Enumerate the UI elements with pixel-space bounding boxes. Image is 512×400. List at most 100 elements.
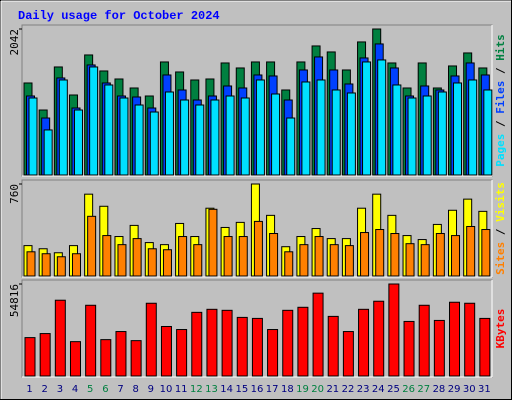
- legend: Sites / Visits: [494, 182, 507, 275]
- bar: [312, 292, 324, 377]
- x-tick-label: 30: [463, 384, 476, 395]
- x-tick-label: 12: [190, 384, 203, 395]
- bar: [41, 253, 51, 277]
- bar: [316, 79, 326, 176]
- bar: [449, 301, 461, 377]
- x-tick-label: 10: [160, 384, 173, 395]
- bar: [344, 245, 354, 277]
- bar: [162, 249, 172, 277]
- x-tick-label: 23: [357, 384, 370, 395]
- bar: [117, 244, 127, 277]
- x-tick-label: 6: [102, 384, 108, 395]
- bar: [468, 79, 478, 176]
- bar: [221, 309, 233, 377]
- bar: [481, 229, 491, 277]
- legend-entry: Visits: [494, 182, 507, 222]
- bar: [236, 316, 248, 377]
- bar: [251, 317, 263, 377]
- bar: [390, 233, 400, 277]
- bar: [483, 89, 493, 176]
- x-tick-label: 21: [326, 384, 339, 395]
- x-tick-label: 26: [402, 384, 415, 395]
- bar: [195, 104, 205, 176]
- bar: [178, 236, 188, 277]
- legend: Pages / Files / Hits: [494, 34, 507, 167]
- bar: [451, 235, 461, 277]
- bar: [282, 309, 294, 377]
- bar: [145, 302, 157, 377]
- bar: [360, 232, 370, 277]
- x-tick-label: 18: [281, 384, 294, 395]
- x-tick-label: 22: [342, 384, 355, 395]
- bar: [271, 93, 281, 176]
- bar: [329, 244, 339, 277]
- x-tick-label: 5: [87, 384, 93, 395]
- x-tick-label: 25: [387, 384, 400, 395]
- legend-entry: Pages: [494, 134, 507, 167]
- legend-separator: /: [494, 222, 507, 242]
- bar: [238, 236, 248, 277]
- x-tick-label: 8: [133, 384, 139, 395]
- y-max-label: 2042: [8, 29, 21, 56]
- bar: [299, 244, 309, 277]
- x-tick-label: 28: [433, 384, 446, 395]
- chart-title: Daily usage for October 2024: [18, 9, 220, 23]
- bar: [331, 89, 341, 176]
- x-tick-label: 2: [42, 384, 48, 395]
- bar: [407, 97, 417, 176]
- bar: [28, 97, 38, 176]
- bar: [373, 300, 385, 377]
- bar: [58, 79, 68, 176]
- bar: [479, 317, 491, 377]
- bar: [26, 251, 36, 277]
- bar: [206, 308, 218, 377]
- x-tick-label: 15: [235, 384, 248, 395]
- bar: [87, 215, 97, 277]
- bar: [208, 208, 218, 277]
- bar: [301, 81, 311, 176]
- bar: [119, 97, 129, 176]
- bar: [24, 337, 36, 377]
- bar: [69, 341, 81, 377]
- y-max-label: 54816: [8, 284, 21, 317]
- bar: [39, 333, 51, 377]
- x-tick-label: 24: [372, 384, 385, 395]
- x-tick-label: 7: [117, 384, 123, 395]
- bar: [420, 244, 430, 277]
- bar: [164, 91, 174, 176]
- bar: [85, 304, 97, 377]
- bar: [267, 329, 279, 377]
- bar: [130, 340, 142, 377]
- bar: [134, 104, 144, 176]
- bar: [191, 311, 203, 377]
- bar: [210, 99, 220, 176]
- bar: [43, 129, 53, 176]
- bar: [314, 236, 324, 277]
- x-tick-label: 14: [220, 384, 233, 395]
- bar: [240, 97, 250, 176]
- bar: [253, 220, 263, 277]
- bar: [176, 329, 188, 377]
- bar: [346, 92, 356, 176]
- bar: [89, 66, 99, 176]
- bar: [297, 306, 309, 377]
- bar: [71, 253, 81, 277]
- bar: [115, 331, 127, 377]
- bar: [375, 229, 385, 277]
- x-tick-label: 29: [448, 384, 461, 395]
- bar: [180, 99, 190, 176]
- x-tick-label: 3: [57, 384, 63, 395]
- bar: [160, 325, 172, 377]
- bar: [149, 111, 159, 176]
- bar: [405, 243, 415, 277]
- bar: [284, 251, 294, 277]
- bar: [392, 84, 402, 176]
- bar: [464, 302, 476, 377]
- bar: [54, 299, 66, 377]
- bar: [193, 244, 203, 277]
- bar: [466, 225, 476, 277]
- bar: [327, 315, 339, 377]
- bar: [422, 95, 432, 176]
- bar: [377, 59, 387, 176]
